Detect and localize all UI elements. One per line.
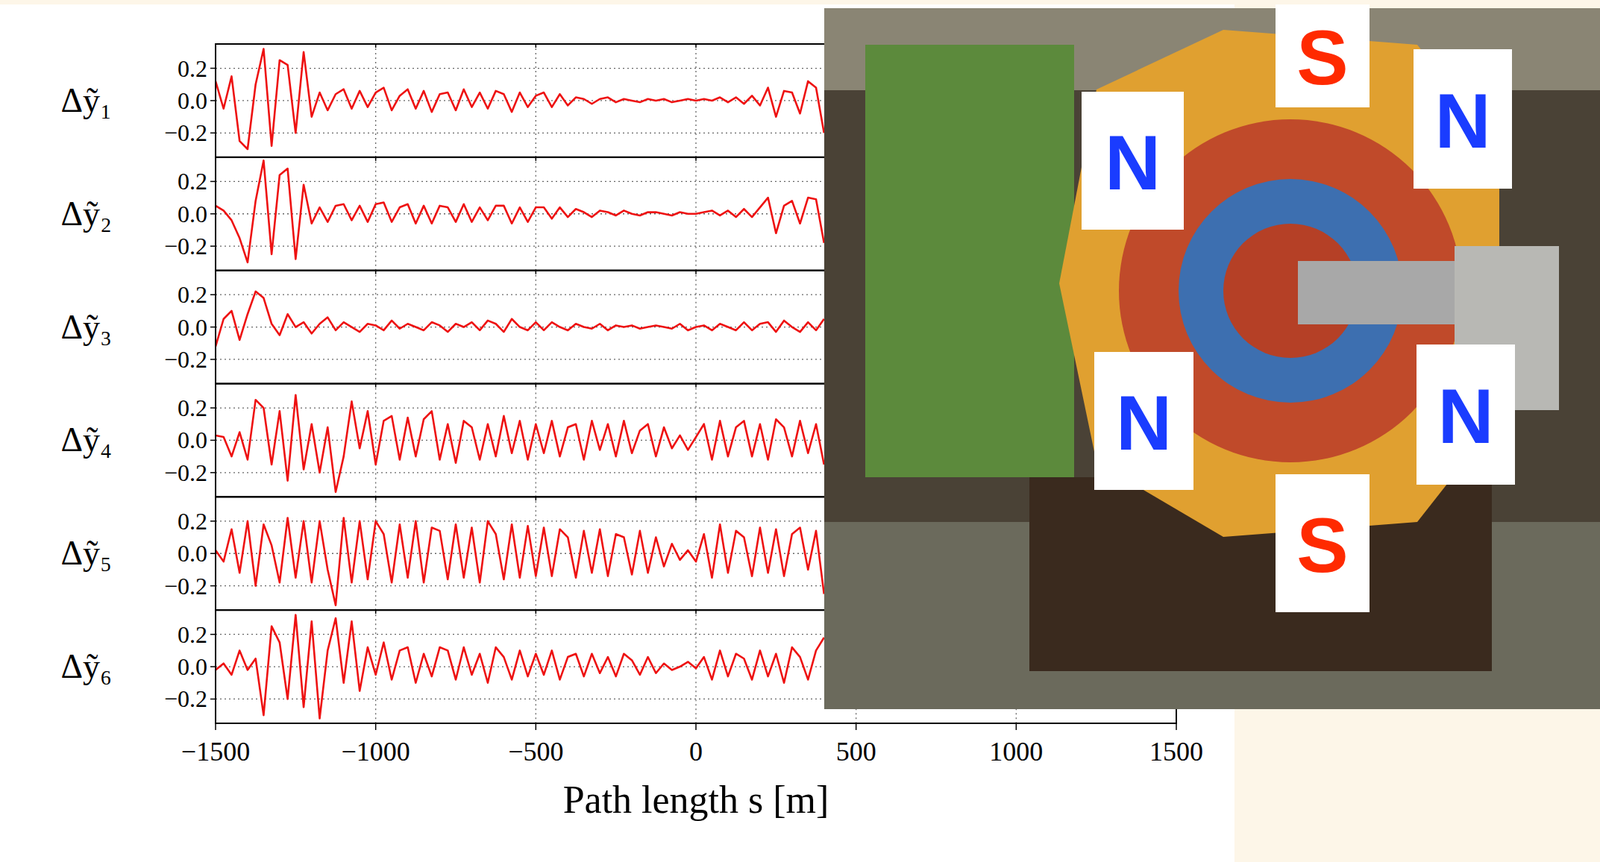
photo: SNNNNS (824, 4, 1600, 710)
axis-label: Δỹ₁ (60, 81, 112, 120)
pole-label: N (1437, 372, 1494, 460)
tick-mark (210, 407, 216, 409)
axis-label: Δỹ₆ (60, 647, 112, 686)
grid-line (375, 496, 376, 611)
grid-line (535, 157, 537, 271)
label-box (1416, 344, 1515, 485)
series-line (215, 615, 825, 720)
tick-label: 0.0 (177, 540, 208, 567)
tick-mark (1015, 723, 1018, 731)
tick-label: 0.0 (177, 87, 208, 115)
tick-mark (855, 723, 858, 731)
tick-label: 0.0 (177, 653, 208, 681)
tick-label: 0 (689, 736, 703, 767)
data-group (215, 518, 825, 606)
axis-label: Δỹ₂ (60, 194, 112, 233)
tick-label: −0.2 (164, 232, 208, 260)
tick-label: −0.2 (164, 459, 208, 487)
photo-cabinet (865, 44, 1075, 478)
tick-mark (535, 723, 538, 731)
label-box (1275, 4, 1370, 108)
tick-label: 0.2 (177, 167, 208, 195)
tick-mark (210, 553, 216, 555)
data-group (215, 49, 825, 150)
figure-background (0, 4, 1235, 862)
tick-label: 1500 (1149, 736, 1204, 767)
tick-label: 0.2 (177, 621, 208, 649)
grid-line (535, 44, 537, 158)
tick-mark (210, 358, 216, 361)
grid-line (535, 384, 537, 498)
tick-mark (210, 326, 216, 329)
tick-label: −1000 (341, 736, 411, 767)
tick-label: 0.2 (177, 394, 208, 422)
tick-label: −500 (507, 736, 564, 767)
tick-mark (210, 520, 216, 523)
tick-mark (210, 585, 216, 588)
tick-mark (210, 440, 216, 442)
tick-mark (210, 132, 216, 135)
tick-mark (695, 723, 697, 731)
series-line (215, 395, 825, 493)
series-line (215, 49, 825, 150)
pole-label: N (1115, 379, 1172, 467)
tick-mark (210, 698, 216, 701)
photo-background (824, 8, 1600, 710)
canvas: −0.2 0.0 0.2 Δỹ₁ −0.2 0.0 0.2 Δỹ₂ −0.2 0.0 0.2 Δỹ₃ −… (0, 0, 1600, 862)
tick-label: 0.2 (177, 281, 208, 309)
label-box (1081, 91, 1184, 230)
tick-label: −0.2 (164, 572, 208, 600)
grid-line (375, 44, 376, 158)
tick-mark (210, 67, 216, 70)
pole-label: N (1434, 77, 1491, 165)
tick-mark (210, 213, 216, 215)
grid-line (375, 384, 376, 498)
series-line (215, 291, 825, 347)
tick-mark (210, 293, 216, 296)
series-line (215, 518, 825, 606)
data-group (215, 615, 825, 720)
axis-title: Path length s [m] (563, 778, 830, 822)
series-line (215, 160, 825, 263)
pole-label: S (1296, 14, 1348, 101)
tick-mark (210, 472, 216, 474)
tick-mark (1175, 723, 1178, 731)
tick-label: −1500 (181, 736, 250, 767)
pole-label: S (1296, 502, 1348, 589)
pole-label: N (1104, 119, 1161, 206)
data-group (215, 395, 825, 493)
label-box (1413, 49, 1512, 189)
grid-line (375, 157, 376, 271)
tick-mark (210, 181, 216, 183)
tick-mark (210, 666, 216, 668)
data-group (215, 291, 825, 347)
axis-label: Δỹ₄ (60, 420, 112, 459)
label-box (1275, 474, 1370, 613)
grid-line (535, 270, 537, 385)
grid-line (375, 610, 376, 724)
tick-label: −0.2 (164, 346, 208, 373)
grid-line (535, 610, 537, 724)
tick-label: 0.0 (177, 200, 208, 228)
background (0, 0, 1600, 862)
tick-label: 0.0 (177, 426, 208, 454)
tick-label: 0.2 (177, 55, 208, 83)
tick-label: −0.2 (164, 119, 208, 147)
grid-line (535, 496, 537, 611)
tick-label: 0.2 (177, 507, 208, 535)
label-box (1094, 352, 1194, 491)
tick-mark (210, 245, 216, 247)
tick-label: 0.0 (177, 314, 208, 341)
axis-label: Δỹ₃ (60, 308, 112, 347)
tick-mark (210, 99, 216, 102)
data-group (215, 160, 825, 263)
axis-label: Δỹ₅ (60, 534, 112, 573)
tick-label: −0.2 (164, 685, 208, 713)
grid-line (375, 270, 376, 385)
tick-mark (375, 723, 377, 731)
tick-mark (210, 634, 216, 636)
tick-label: 500 (836, 736, 877, 767)
tick-mark (214, 723, 217, 731)
tick-label: 1000 (989, 736, 1043, 767)
